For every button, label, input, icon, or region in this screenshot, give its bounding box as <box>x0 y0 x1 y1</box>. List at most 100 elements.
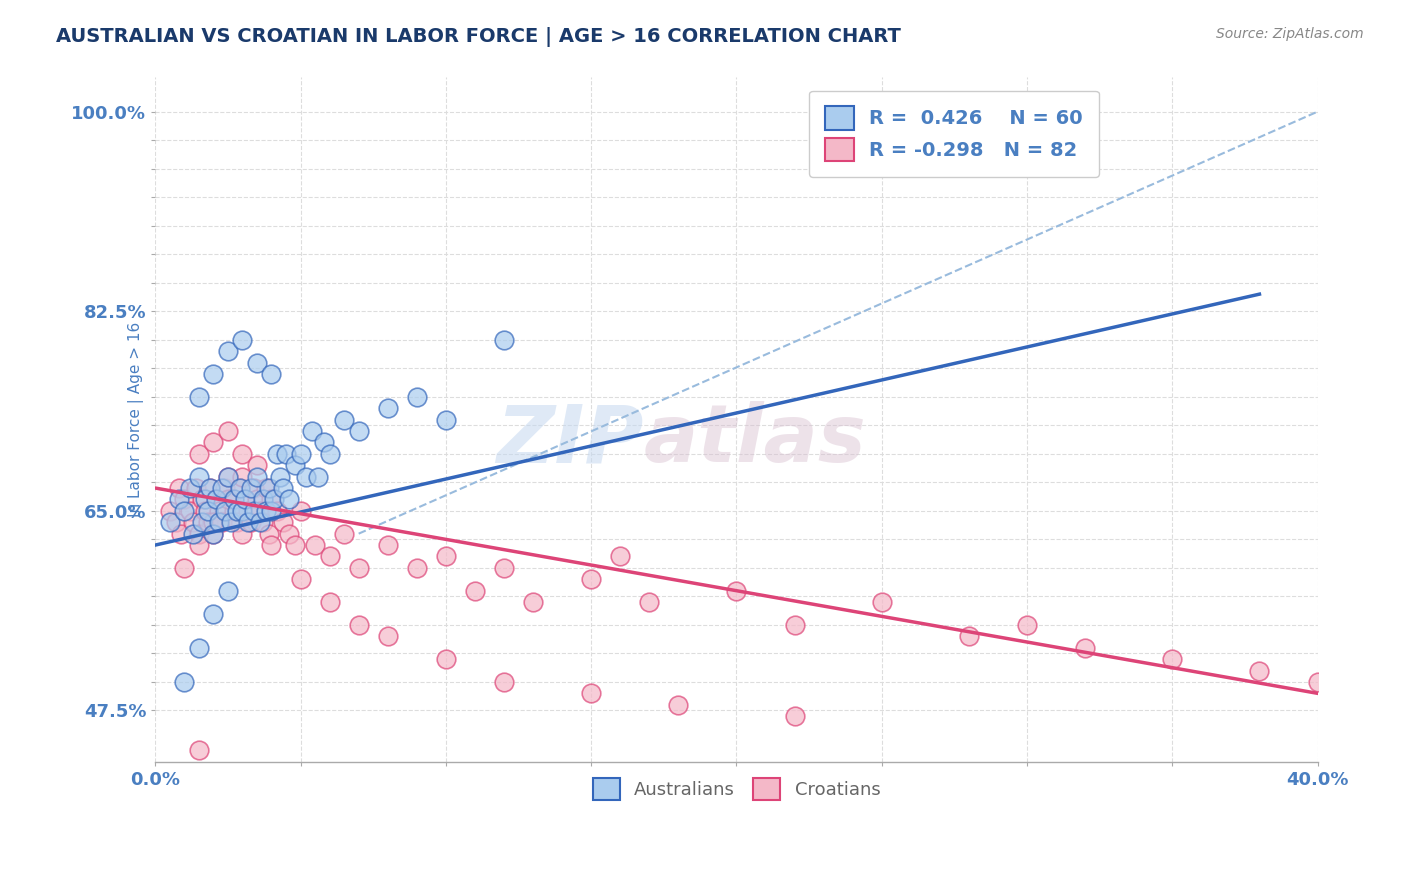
Point <box>307 469 329 483</box>
Point <box>173 492 195 507</box>
Point <box>211 515 233 529</box>
Point <box>194 504 217 518</box>
Point <box>202 607 225 621</box>
Point <box>243 504 266 518</box>
Point <box>197 504 219 518</box>
Point <box>252 515 274 529</box>
Point <box>434 549 457 564</box>
Point <box>783 618 806 632</box>
Point <box>377 401 399 416</box>
Point <box>638 595 661 609</box>
Point <box>318 447 340 461</box>
Point <box>377 629 399 643</box>
Point <box>233 492 256 507</box>
Point <box>238 515 260 529</box>
Point <box>231 504 253 518</box>
Text: ZIP: ZIP <box>496 401 644 479</box>
Point <box>187 390 209 404</box>
Point <box>181 526 204 541</box>
Point <box>522 595 544 609</box>
Point <box>225 515 247 529</box>
Point <box>263 492 285 507</box>
Point <box>240 515 263 529</box>
Point <box>243 481 266 495</box>
Point <box>246 469 269 483</box>
Point <box>269 469 291 483</box>
Point <box>184 481 207 495</box>
Point <box>214 504 236 518</box>
Point <box>405 390 427 404</box>
Point <box>202 515 225 529</box>
Point <box>290 572 312 586</box>
Point <box>217 469 239 483</box>
Point <box>266 447 288 461</box>
Point <box>214 481 236 495</box>
Point <box>240 481 263 495</box>
Point <box>217 492 239 507</box>
Point <box>219 492 242 507</box>
Point <box>377 538 399 552</box>
Point <box>347 618 370 632</box>
Point <box>249 515 271 529</box>
Point <box>290 504 312 518</box>
Point <box>173 674 195 689</box>
Point <box>228 481 250 495</box>
Legend: Australians, Croatians: Australians, Croatians <box>578 764 894 814</box>
Point <box>290 447 312 461</box>
Point <box>304 538 326 552</box>
Point <box>260 492 283 507</box>
Point <box>274 447 297 461</box>
Text: Source: ZipAtlas.com: Source: ZipAtlas.com <box>1216 27 1364 41</box>
Point <box>284 538 307 552</box>
Point <box>301 424 323 438</box>
Text: AUSTRALIAN VS CROATIAN IN LABOR FORCE | AGE > 16 CORRELATION CHART: AUSTRALIAN VS CROATIAN IN LABOR FORCE | … <box>56 27 901 46</box>
Point <box>170 526 193 541</box>
Point <box>1249 664 1271 678</box>
Point <box>246 492 269 507</box>
Point <box>254 504 277 518</box>
Point <box>225 504 247 518</box>
Point <box>266 504 288 518</box>
Point <box>200 481 222 495</box>
Point <box>222 504 245 518</box>
Point <box>202 526 225 541</box>
Point <box>231 333 253 347</box>
Point <box>181 515 204 529</box>
Point <box>187 447 209 461</box>
Point <box>405 561 427 575</box>
Point <box>202 367 225 381</box>
Point <box>666 698 689 712</box>
Point <box>257 481 280 495</box>
Point <box>208 504 231 518</box>
Point <box>217 424 239 438</box>
Point <box>219 515 242 529</box>
Point <box>173 561 195 575</box>
Point <box>260 538 283 552</box>
Point <box>217 344 239 359</box>
Point <box>197 515 219 529</box>
Point <box>222 492 245 507</box>
Point <box>205 492 228 507</box>
Point <box>277 492 299 507</box>
Point <box>1161 652 1184 666</box>
Point <box>233 492 256 507</box>
Point <box>260 504 283 518</box>
Point <box>208 515 231 529</box>
Point <box>190 515 212 529</box>
Point <box>246 355 269 369</box>
Point <box>173 504 195 518</box>
Point <box>333 526 356 541</box>
Point <box>231 469 253 483</box>
Point <box>492 561 515 575</box>
Point <box>579 572 602 586</box>
Point <box>333 412 356 426</box>
Point <box>492 674 515 689</box>
Point <box>190 492 212 507</box>
Point <box>271 481 294 495</box>
Point <box>957 629 980 643</box>
Point <box>200 481 222 495</box>
Point <box>1015 618 1038 632</box>
Point <box>211 481 233 495</box>
Point <box>434 652 457 666</box>
Point <box>318 549 340 564</box>
